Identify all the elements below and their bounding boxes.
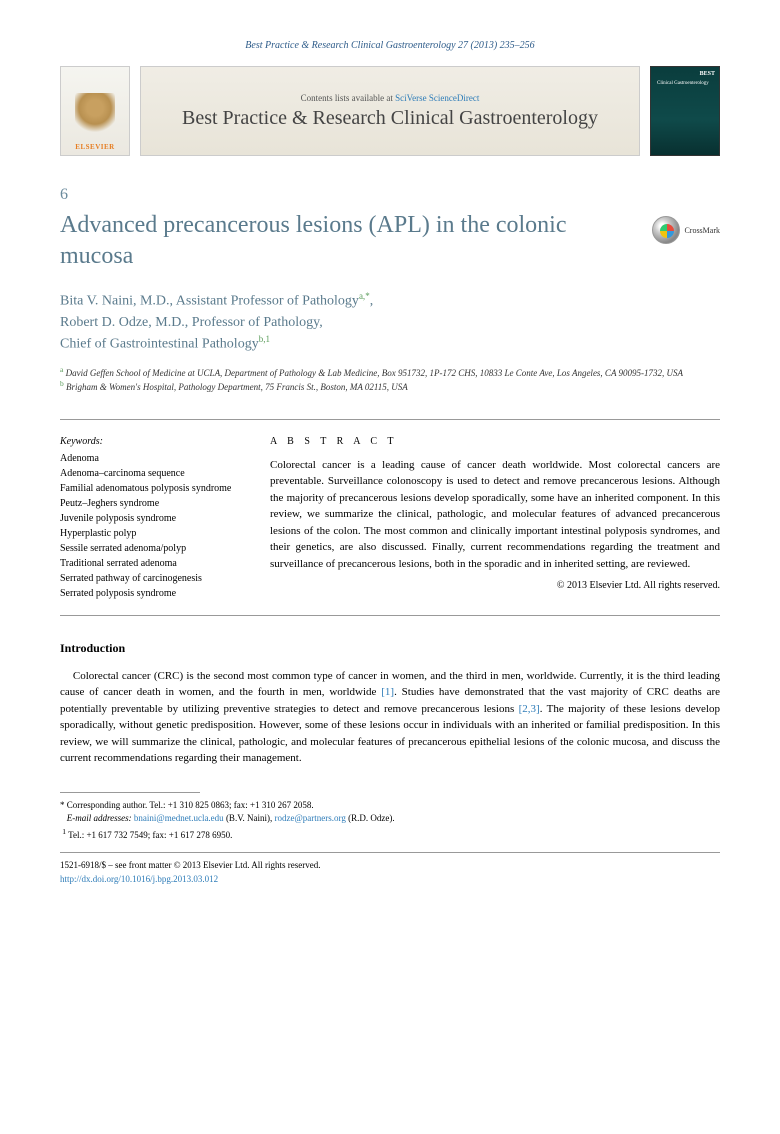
keyword-item: Adenoma–carcinoma sequence <box>60 466 240 481</box>
crossmark-badge[interactable]: CrossMark <box>652 216 720 244</box>
contents-available-line: Contents lists available at SciVerse Sci… <box>301 93 480 103</box>
keyword-item: Adenoma <box>60 451 240 466</box>
email-addresses-line: E-mail addresses: bnaini@mednet.ucla.edu… <box>60 812 720 826</box>
email-2-name: (R.D. Odze). <box>346 813 395 823</box>
keyword-item: Peutz–Jeghers syndrome <box>60 496 240 511</box>
keyword-item: Sessile serrated adenoma/polyp <box>60 541 240 556</box>
email-1-link[interactable]: bnaini@mednet.ucla.edu <box>134 813 224 823</box>
banner-center: Contents lists available at SciVerse Sci… <box>140 66 640 156</box>
affiliations-block: a David Geffen School of Medicine at UCL… <box>60 365 720 394</box>
intro-paragraph: Colorectal cancer (CRC) is the second mo… <box>60 668 720 767</box>
author-1-affil: a,* <box>359 291 370 301</box>
abstract-text: Colorectal cancer is a leading cause of … <box>270 457 720 573</box>
keywords-abstract-row: Keywords: Adenoma Adenoma–carcinoma sequ… <box>60 419 720 616</box>
abstract-column: A B S T R A C T Colorectal cancer is a l… <box>270 434 720 601</box>
affil-b: Brigham & Women's Hospital, Pathology De… <box>66 382 408 392</box>
keyword-item: Familial adenomatous polyposis syndrome <box>60 481 240 496</box>
elsevier-tree-icon <box>75 93 115 143</box>
journal-citation-header: Best Practice & Research Clinical Gastro… <box>60 40 720 51</box>
affil-a-sup: a <box>60 365 63 374</box>
crossmark-label: CrossMark <box>684 226 720 235</box>
keyword-item: Hyperplastic polyp <box>60 526 240 541</box>
keywords-label: Keywords: <box>60 434 240 449</box>
author-2-affil: b,1 <box>259 334 270 344</box>
doi-link[interactable]: http://dx.doi.org/10.1016/j.bpg.2013.03.… <box>60 874 218 884</box>
elsevier-logo[interactable]: ELSEVIER <box>60 66 130 156</box>
author-2-line1: Robert D. Odze, M.D., Professor of Patho… <box>60 315 323 330</box>
journal-name: Best Practice & Research Clinical Gastro… <box>182 107 598 130</box>
article-number: 6 <box>60 186 720 204</box>
footnote-1-sup: 1 <box>62 827 66 836</box>
crossmark-icon <box>652 216 680 244</box>
footnotes-block: * Corresponding author. Tel.: +1 310 825… <box>60 799 720 843</box>
keyword-item: Serrated polyposis syndrome <box>60 586 240 601</box>
journal-banner: ELSEVIER Contents lists available at Sci… <box>60 66 720 156</box>
intro-heading: Introduction <box>60 641 720 656</box>
abstract-copyright: © 2013 Elsevier Ltd. All rights reserved… <box>270 578 720 593</box>
sciencedirect-link[interactable]: SciVerse ScienceDirect <box>395 93 479 103</box>
email-1-name: (B.V. Naini), <box>224 813 275 823</box>
keywords-column: Keywords: Adenoma Adenoma–carcinoma sequ… <box>60 434 240 601</box>
author-1: Bita V. Naini, M.D., Assistant Professor… <box>60 294 359 309</box>
issn-copyright: 1521-6918/$ – see front matter © 2013 El… <box>60 859 720 873</box>
journal-cover-thumbnail[interactable] <box>650 66 720 156</box>
bottom-info-block: 1521-6918/$ – see front matter © 2013 El… <box>60 859 720 886</box>
elsevier-text: ELSEVIER <box>75 143 114 151</box>
corresponding-author-note: * Corresponding author. Tel.: +1 310 825… <box>60 799 720 813</box>
affil-a: David Geffen School of Medicine at UCLA,… <box>66 368 683 378</box>
bottom-divider <box>60 852 720 853</box>
footnote-1: 1 Tel.: +1 617 732 7549; fax: +1 617 278… <box>60 826 720 843</box>
keyword-item: Serrated pathway of carcinogenesis <box>60 571 240 586</box>
author-2-line2: Chief of Gastrointestinal Pathology <box>60 337 259 352</box>
email-2-link[interactable]: rodze@partners.org <box>275 813 346 823</box>
authors-block: Bita V. Naini, M.D., Assistant Professor… <box>60 290 720 354</box>
ref-2-3[interactable]: [2,3] <box>519 703 540 715</box>
footnote-divider <box>60 792 200 793</box>
ref-1[interactable]: [1] <box>381 686 394 698</box>
article-title: Advanced precancerous lesions (APL) in t… <box>60 210 632 272</box>
abstract-label: A B S T R A C T <box>270 434 720 449</box>
contents-prefix: Contents lists available at <box>301 93 395 103</box>
email-label: E-mail addresses: <box>67 813 134 823</box>
keyword-item: Juvenile polyposis syndrome <box>60 511 240 526</box>
affil-b-sup: b <box>60 379 64 388</box>
keyword-item: Traditional serrated adenoma <box>60 556 240 571</box>
